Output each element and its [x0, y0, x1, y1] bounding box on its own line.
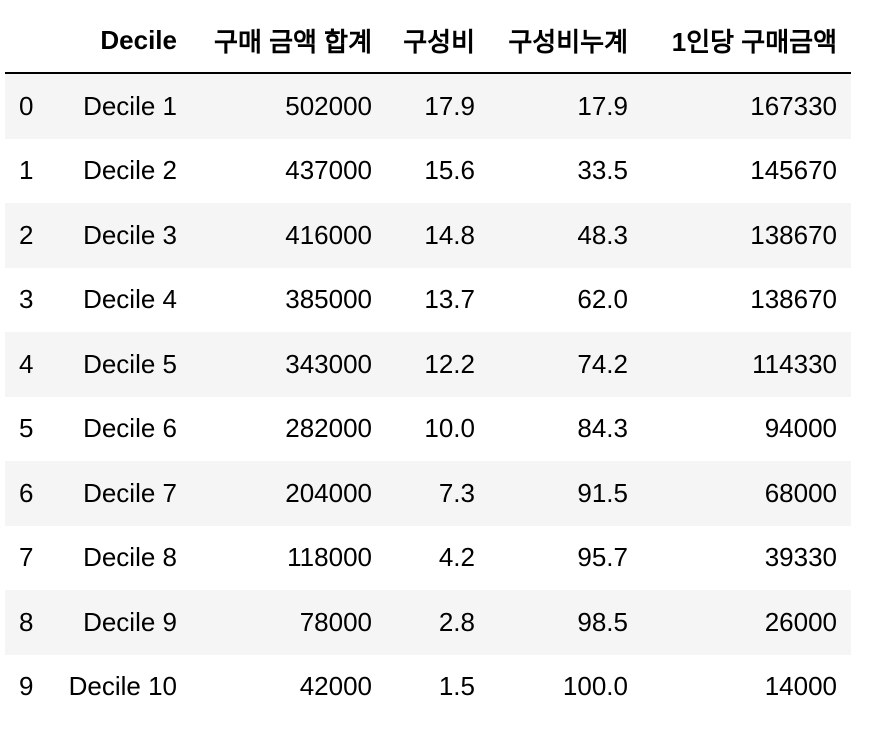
cell-purchase-sum: 118000: [191, 525, 386, 590]
row-index: 2: [5, 203, 55, 268]
row-index: 1: [5, 138, 55, 203]
cell-purchase-sum: 42000: [191, 654, 386, 719]
cell-purchase-sum: 78000: [191, 590, 386, 655]
cell-per-capita: 94000: [642, 396, 851, 461]
cell-share: 12.2: [386, 332, 489, 397]
cell-per-capita: 138670: [642, 267, 851, 332]
cell-cumulative-share: 84.3: [489, 396, 642, 461]
cell-share: 7.3: [386, 461, 489, 526]
cell-share: 10.0: [386, 396, 489, 461]
cell-decile: Decile 4: [55, 267, 191, 332]
table-row: 3 Decile 4 385000 13.7 62.0 138670: [5, 267, 851, 332]
row-index: 9: [5, 654, 55, 719]
cell-per-capita: 167330: [642, 73, 851, 139]
row-index: 4: [5, 332, 55, 397]
cell-per-capita: 145670: [642, 138, 851, 203]
column-header-decile: Decile: [55, 8, 191, 74]
cell-share: 4.2: [386, 525, 489, 590]
cell-share: 14.8: [386, 203, 489, 268]
row-index: 7: [5, 525, 55, 590]
table-header: Decile 구매 금액 합계 구성비 구성비누계 1인당 구매금액: [5, 8, 851, 74]
cell-purchase-sum: 204000: [191, 461, 386, 526]
table-row: 9 Decile 10 42000 1.5 100.0 14000: [5, 654, 851, 719]
table-row: 6 Decile 7 204000 7.3 91.5 68000: [5, 461, 851, 526]
cell-per-capita: 26000: [642, 590, 851, 655]
cell-cumulative-share: 95.7: [489, 525, 642, 590]
cell-decile: Decile 1: [55, 73, 191, 139]
cell-purchase-sum: 416000: [191, 203, 386, 268]
table-row: 8 Decile 9 78000 2.8 98.5 26000: [5, 590, 851, 655]
cell-cumulative-share: 62.0: [489, 267, 642, 332]
cell-decile: Decile 7: [55, 461, 191, 526]
table-row: 0 Decile 1 502000 17.9 17.9 167330: [5, 73, 851, 139]
column-header-purchase-sum: 구매 금액 합계: [191, 8, 386, 74]
cell-per-capita: 39330: [642, 525, 851, 590]
table-row: 2 Decile 3 416000 14.8 48.3 138670: [5, 203, 851, 268]
cell-cumulative-share: 91.5: [489, 461, 642, 526]
cell-share: 17.9: [386, 73, 489, 139]
row-index: 3: [5, 267, 55, 332]
cell-decile: Decile 6: [55, 396, 191, 461]
table-row: 7 Decile 8 118000 4.2 95.7 39330: [5, 525, 851, 590]
cell-decile: Decile 2: [55, 138, 191, 203]
row-index: 8: [5, 590, 55, 655]
cell-per-capita: 68000: [642, 461, 851, 526]
cell-decile: Decile 5: [55, 332, 191, 397]
row-index: 0: [5, 73, 55, 139]
cell-purchase-sum: 282000: [191, 396, 386, 461]
cell-cumulative-share: 17.9: [489, 73, 642, 139]
cell-purchase-sum: 502000: [191, 73, 386, 139]
column-header-share: 구성비: [386, 8, 489, 74]
cell-per-capita: 114330: [642, 332, 851, 397]
cell-per-capita: 14000: [642, 654, 851, 719]
cell-cumulative-share: 98.5: [489, 590, 642, 655]
cell-cumulative-share: 100.0: [489, 654, 642, 719]
cell-per-capita: 138670: [642, 203, 851, 268]
cell-decile: Decile 8: [55, 525, 191, 590]
cell-decile: Decile 9: [55, 590, 191, 655]
table-row: 5 Decile 6 282000 10.0 84.3 94000: [5, 396, 851, 461]
cell-share: 2.8: [386, 590, 489, 655]
cell-purchase-sum: 437000: [191, 138, 386, 203]
cell-decile: Decile 3: [55, 203, 191, 268]
table-row: 1 Decile 2 437000 15.6 33.5 145670: [5, 138, 851, 203]
cell-purchase-sum: 385000: [191, 267, 386, 332]
index-header: [5, 8, 55, 74]
table-body: 0 Decile 1 502000 17.9 17.9 167330 1 Dec…: [5, 73, 851, 719]
cell-purchase-sum: 343000: [191, 332, 386, 397]
row-index: 5: [5, 396, 55, 461]
cell-decile: Decile 10: [55, 654, 191, 719]
dataframe-table: Decile 구매 금액 합계 구성비 구성비누계 1인당 구매금액 0 Dec…: [5, 8, 851, 719]
cell-share: 13.7: [386, 267, 489, 332]
header-row: Decile 구매 금액 합계 구성비 구성비누계 1인당 구매금액: [5, 8, 851, 74]
row-index: 6: [5, 461, 55, 526]
cell-cumulative-share: 33.5: [489, 138, 642, 203]
column-header-per-capita: 1인당 구매금액: [642, 8, 851, 74]
table-row: 4 Decile 5 343000 12.2 74.2 114330: [5, 332, 851, 397]
cell-cumulative-share: 48.3: [489, 203, 642, 268]
column-header-cumulative-share: 구성비누계: [489, 8, 642, 74]
cell-cumulative-share: 74.2: [489, 332, 642, 397]
cell-share: 1.5: [386, 654, 489, 719]
cell-share: 15.6: [386, 138, 489, 203]
